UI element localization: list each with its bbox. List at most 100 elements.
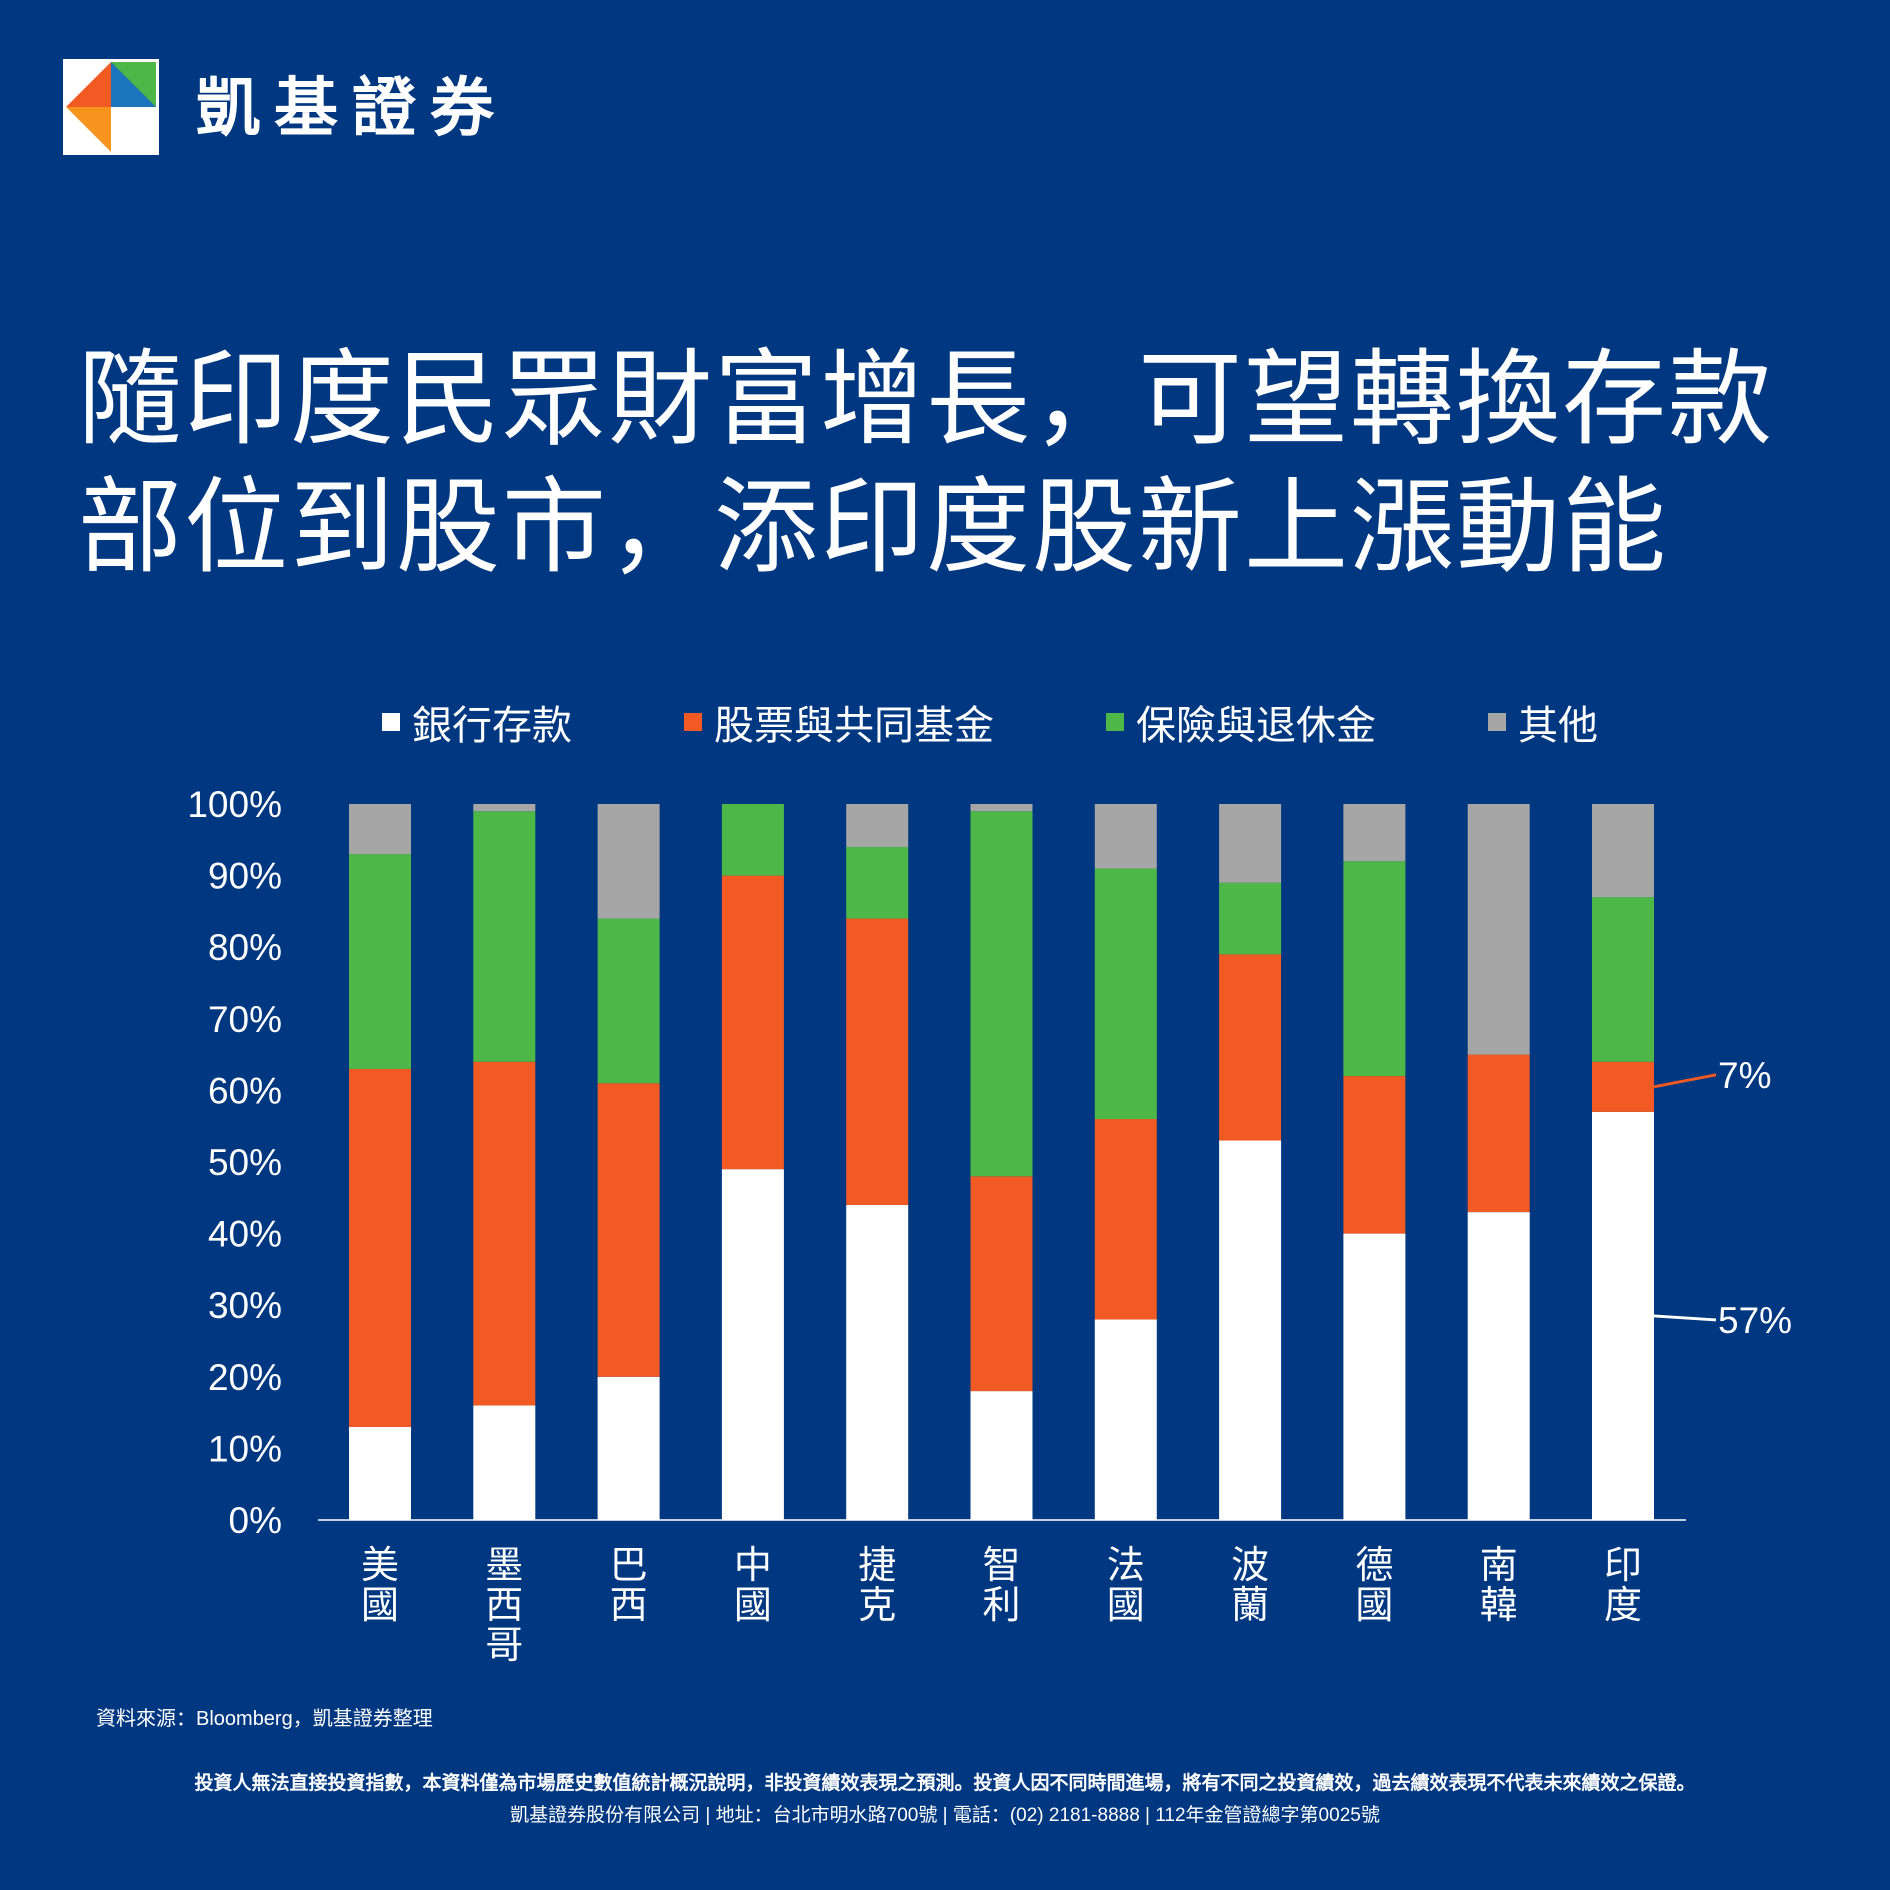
x-tick-label: 西 [485, 1583, 523, 1627]
y-tick-label: 50% [208, 1142, 282, 1183]
brand-name: 凱基證券 [196, 72, 508, 144]
title-line-1: 隨印度民眾財富增長，可望轉換存款 [78, 342, 1775, 458]
bar-segment-4-1 [846, 918, 909, 1205]
x-tick-label: 國 [734, 1583, 772, 1627]
x-tick-label: 韓 [1480, 1583, 1518, 1627]
kgi-logo-icon [63, 59, 159, 155]
legend-swatch [382, 713, 400, 731]
bar-segment-9-3 [1467, 804, 1530, 1055]
x-tick-label: 南 [1480, 1543, 1518, 1587]
bar-segment-4-3 [846, 804, 909, 847]
bar-segment-1-2 [473, 811, 536, 1062]
bar-segment-7-1 [1219, 954, 1282, 1141]
x-tick-label: 法 [1107, 1543, 1145, 1587]
bar-segment-5-3 [970, 804, 1033, 812]
disclaimer: 投資人無法直接投資指數，本資料僅為市場歷史數值統計概況說明，非投資績效表現之預測… [194, 1773, 1696, 1794]
bar-segment-1-0 [473, 1405, 536, 1520]
bar-segment-5-1 [970, 1176, 1033, 1392]
x-tick-label: 中 [734, 1543, 772, 1587]
legend-item-other: 其他 [1488, 692, 1598, 752]
chart-legend: 銀行存款 股票與共同基金 保險與退休金 其他 [0, 692, 1890, 752]
y-tick-label: 40% [208, 1214, 282, 1255]
x-tick-label: 利 [982, 1583, 1020, 1627]
page-title: 隨印度民眾財富增長，可望轉換存款 部位到股市，添印度股新上漲動能 [78, 336, 1838, 592]
bar-segment-2-0 [597, 1376, 660, 1520]
x-tick-label: 美 [361, 1543, 399, 1587]
y-tick-label: 70% [208, 999, 282, 1040]
bar-segment-2-2 [597, 918, 660, 1084]
bar-segment-2-1 [597, 1083, 660, 1377]
annotation-leader-line [1653, 1073, 1717, 1089]
annotation-label: 57% [1718, 1300, 1792, 1341]
x-tick-label: 克 [858, 1583, 896, 1627]
x-tick-label: 度 [1604, 1583, 1642, 1627]
x-tick-label: 捷 [858, 1543, 896, 1587]
legend-label: 股票與共同基金 [714, 704, 994, 748]
bar-segment-0-1 [349, 1068, 411, 1427]
y-tick-label: 30% [208, 1285, 282, 1326]
source-note: 資料來源：Bloomberg，凱基證券整理 [96, 1708, 433, 1730]
bar-segment-0-3 [349, 804, 411, 855]
bar-segment-7-2 [1219, 882, 1282, 955]
legend-label: 其他 [1518, 704, 1598, 748]
bar-segment-10-1 [1592, 1061, 1654, 1112]
bar-segment-7-0 [1219, 1140, 1282, 1520]
bar-segment-8-0 [1343, 1233, 1406, 1520]
x-tick-label: 西 [610, 1583, 648, 1627]
bar-segment-6-1 [1094, 1119, 1157, 1320]
legend-swatch [1488, 713, 1506, 731]
y-tick-label: 100% [187, 784, 282, 825]
x-tick-label: 國 [1355, 1583, 1393, 1627]
x-tick-label: 印 [1604, 1543, 1642, 1587]
x-tick-label: 智 [982, 1543, 1020, 1587]
bar-segment-5-0 [970, 1391, 1033, 1520]
x-tick-label: 巴 [610, 1543, 648, 1587]
bar-segment-4-0 [846, 1204, 909, 1520]
bar-segment-9-1 [1467, 1054, 1530, 1213]
x-tick-label: 墨 [485, 1543, 523, 1587]
bar-segment-3-2 [721, 804, 784, 876]
y-tick-label: 20% [208, 1357, 282, 1398]
annotation-leader-line [1653, 1314, 1717, 1322]
legend-label: 銀行存款 [412, 704, 572, 748]
bar-segment-6-0 [1094, 1319, 1157, 1520]
y-tick-label: 80% [208, 927, 282, 968]
bar-segment-1-3 [473, 804, 536, 812]
legend-item-deposits: 銀行存款 [382, 692, 572, 752]
y-tick-label: 60% [208, 1070, 282, 1111]
bar-segment-0-2 [349, 854, 411, 1069]
x-tick-label: 德 [1355, 1543, 1393, 1587]
title-line-2: 部位到股市，添印度股新上漲動能 [78, 470, 1669, 586]
bar-segment-8-3 [1343, 804, 1406, 862]
bar-segment-3-1 [721, 875, 784, 1170]
bar-segment-3-0 [721, 1169, 784, 1520]
bar-segment-0-0 [349, 1426, 411, 1520]
bar-segment-8-1 [1343, 1076, 1406, 1234]
x-tick-label: 國 [361, 1583, 399, 1627]
y-tick-label: 10% [208, 1428, 282, 1469]
legend-item-insurance: 保險與退休金 [1106, 692, 1376, 752]
bar-segment-10-0 [1592, 1111, 1654, 1520]
footer-company-info: 凱基證券股份有限公司 | 地址：台北市明水路700號 | 電話：(02) 218… [510, 1805, 1380, 1826]
bar-segment-9-0 [1467, 1212, 1530, 1520]
x-tick-label: 哥 [485, 1623, 523, 1667]
legend-item-equities: 股票與共同基金 [684, 692, 994, 752]
y-tick-label: 90% [208, 856, 282, 897]
bar-segment-6-2 [1094, 868, 1157, 1120]
y-tick-label: 0% [229, 1500, 282, 1541]
x-tick-label: 蘭 [1231, 1583, 1269, 1627]
bar-segment-10-3 [1592, 804, 1654, 898]
bar-segment-8-2 [1343, 861, 1406, 1077]
bar-segment-7-3 [1219, 804, 1282, 883]
bar-segment-6-3 [1094, 804, 1157, 869]
bar-segment-5-2 [970, 811, 1033, 1177]
bar-segment-10-2 [1592, 897, 1654, 1062]
x-tick-label: 波 [1231, 1543, 1269, 1587]
x-tick-label: 國 [1107, 1583, 1145, 1627]
legend-swatch [1106, 713, 1124, 731]
annotation-label: 7% [1718, 1055, 1771, 1096]
bar-segment-2-3 [597, 804, 660, 919]
bar-segment-1-1 [473, 1061, 536, 1406]
legend-label: 保險與退休金 [1136, 704, 1376, 748]
